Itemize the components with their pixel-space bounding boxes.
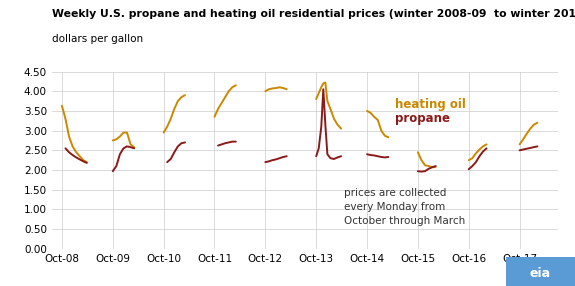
Text: prices are collected
every Monday from
October through March: prices are collected every Monday from O… — [344, 188, 465, 226]
Text: dollars per gallon: dollars per gallon — [52, 34, 143, 44]
Text: propane: propane — [395, 112, 450, 125]
Text: eia: eia — [530, 267, 551, 280]
Text: Weekly U.S. propane and heating oil residential prices (winter 2008-09  to winte: Weekly U.S. propane and heating oil resi… — [52, 9, 575, 19]
Text: heating oil: heating oil — [395, 98, 466, 112]
